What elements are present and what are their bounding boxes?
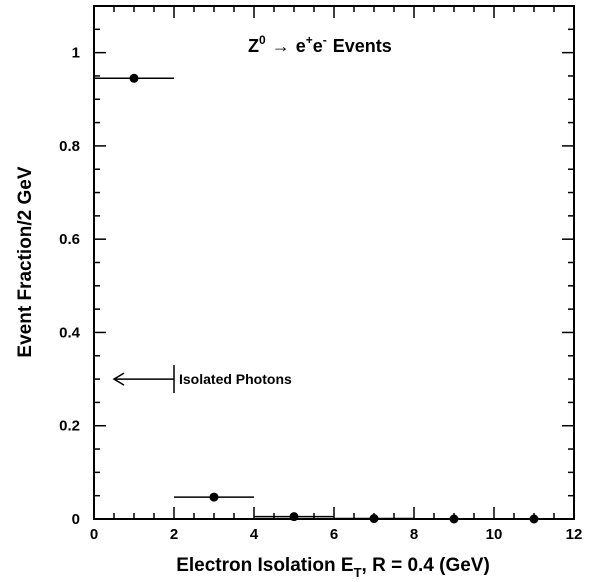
data-point (209, 492, 219, 502)
chart-frame (93, 5, 575, 520)
x-tick-labels: 0 2 4 6 8 10 12 (90, 526, 583, 543)
data-points (94, 73, 574, 524)
x-tick-label: 10 (486, 526, 503, 543)
x-tick-label: 4 (250, 526, 259, 543)
x-tick-label: 2 (170, 526, 178, 543)
annotation-label: Isolated Photons (179, 371, 292, 387)
y-tick-label: 0 (72, 511, 80, 528)
x-axis-label: Electron Isolation ET, R = 0.4 (GeV) (176, 555, 490, 580)
isolated-photons-annotation: Isolated Photons (112, 365, 292, 394)
y-tick-label: 1 (72, 45, 80, 62)
data-point (529, 514, 539, 524)
y-tick-label: 0.2 (59, 418, 80, 435)
y-tick-labels: 0 0.2 0.4 0.6 0.8 1 (59, 45, 81, 528)
x-tick-label: 6 (330, 526, 338, 543)
y-tick-label: 0.8 (59, 138, 80, 155)
x-tick-label: 8 (410, 526, 418, 543)
data-point (369, 514, 379, 524)
data-point (289, 512, 299, 522)
y-tick-label: 0.6 (59, 231, 80, 248)
data-point (129, 73, 139, 83)
annotation-arrowhead (112, 372, 125, 386)
x-tick-label: 0 (90, 526, 98, 543)
data-point (449, 514, 459, 524)
y-axis-label: Event Fraction/2 GeV (15, 166, 36, 357)
x-tick-label: 12 (566, 526, 583, 543)
ticks (93, 5, 575, 520)
y-tick-label: 0.4 (59, 324, 81, 341)
chart-title: Z0 → e+e- Events (248, 33, 392, 56)
